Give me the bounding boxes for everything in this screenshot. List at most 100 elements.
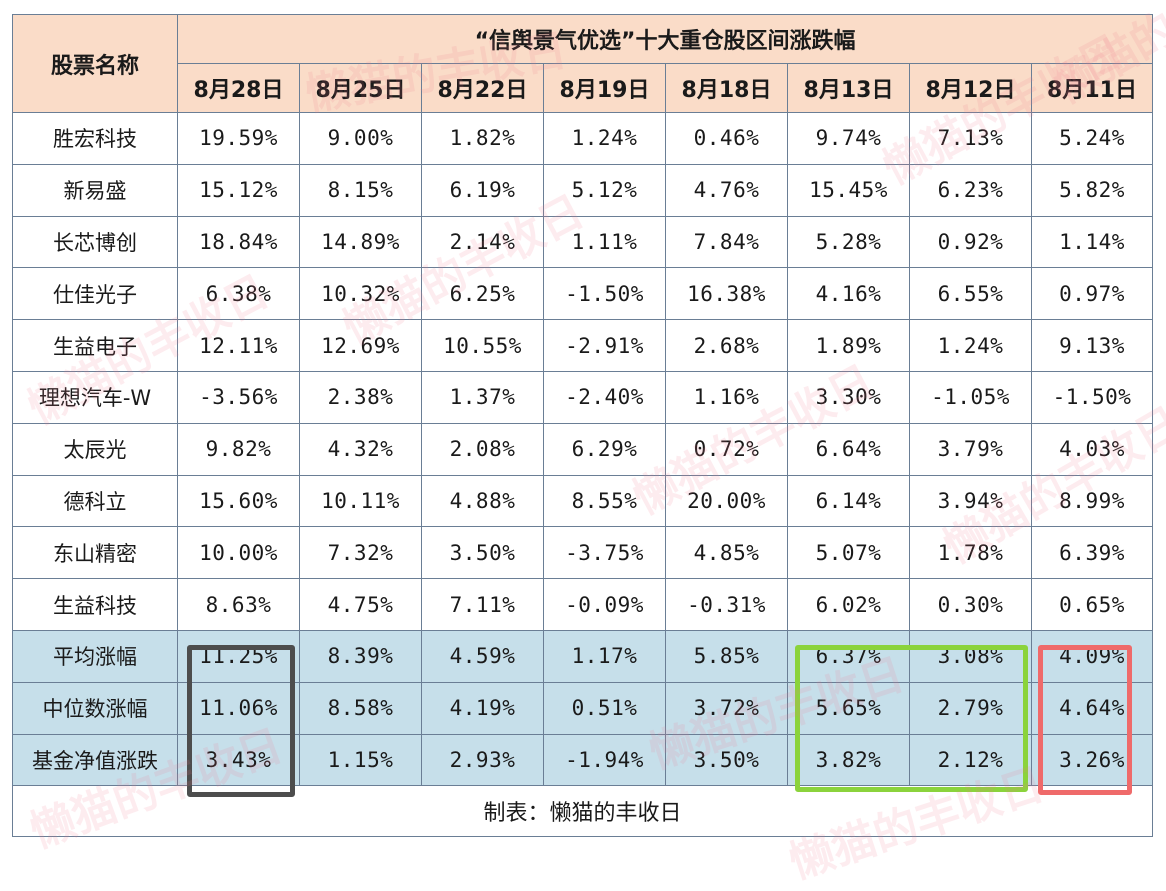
return-value-cell: 4.64% [1030, 681, 1154, 735]
return-value-cell: 15.60% [177, 474, 300, 528]
return-value-cell: 8.39% [299, 629, 422, 683]
return-value-cell: 6.23% [909, 163, 1032, 217]
return-value-cell: 9.13% [1030, 319, 1154, 372]
return-value-cell: -1.50% [1030, 370, 1154, 424]
return-value-cell: 7.84% [665, 215, 788, 269]
return-value-cell: 1.78% [909, 526, 1032, 580]
return-value-cell: 10.00% [177, 526, 300, 580]
stock-name-cell: 德科立 [12, 474, 178, 528]
table-row: 东山精密 10.00% 7.32% 3.50% -3.75% 4.85% 5.07% 1.78… [12, 526, 1154, 580]
return-value-cell: -0.31% [665, 578, 788, 631]
return-value-cell: 1.89% [787, 319, 910, 372]
table-row: 新易盛 15.12% 8.15% 6.19% 5.12% 4.76% 15.45% 6.23%… [12, 163, 1154, 217]
return-value-cell: 0.65% [1030, 578, 1154, 631]
stock-name-cell: 生益科技 [12, 578, 178, 631]
date-header: 8月22日 [421, 63, 544, 113]
return-value-cell: 8.99% [1030, 474, 1154, 528]
date-header: 8月19日 [543, 63, 666, 113]
return-value-cell: 1.37% [421, 370, 544, 424]
return-value-cell: 3.72% [665, 681, 788, 735]
return-value-cell: 2.14% [421, 215, 544, 269]
return-value-cell: 9.74% [787, 112, 910, 165]
return-value-cell: 6.02% [787, 578, 910, 631]
summary-row: 平均涨幅 11.25% 8.39% 4.59% 1.17% 5.85% 6.37% 3.08%… [12, 629, 1154, 683]
return-value-cell: 4.16% [787, 267, 910, 321]
return-value-cell: 3.82% [787, 733, 910, 787]
return-value-cell: 4.19% [421, 681, 544, 735]
return-value-cell: 3.43% [177, 733, 300, 787]
return-value-cell: 10.55% [421, 319, 544, 372]
return-value-cell: 6.39% [1030, 526, 1154, 580]
return-value-cell: 12.11% [177, 319, 300, 372]
return-value-cell: 14.89% [299, 215, 422, 269]
return-value-cell: 5.12% [543, 163, 666, 217]
return-value-cell: 5.28% [787, 215, 910, 269]
return-value-cell: -2.40% [543, 370, 666, 424]
table-row: 太辰光 9.82% 4.32% 2.08% 6.29% 0.72% 6.64% 3.79% 4.… [12, 422, 1154, 476]
return-value-cell: 3.08% [909, 629, 1032, 683]
summary-row: 中位数涨幅 11.06% 8.58% 4.19% 0.51% 3.72% 5.65% 2.79… [12, 681, 1154, 735]
table-title: “信舆景气优选”十大重仓股区间涨跌幅 [176, 14, 1154, 64]
date-header: 8月18日 [665, 63, 788, 113]
return-value-cell: -3.75% [543, 526, 666, 580]
return-value-cell: -2.91% [543, 319, 666, 372]
table-row: 理想汽车-W -3.56% 2.38% 1.37% -2.40% 1.16% 3.30% -1… [12, 370, 1154, 424]
table-row: 生益电子 12.11% 12.69% 10.55% -2.91% 2.68% 1.89% 1.… [12, 319, 1154, 372]
table-row: 生益科技 8.63% 4.75% 7.11% -0.09% -0.31% 6.02% 0.30… [12, 578, 1154, 631]
return-value-cell: 3.50% [665, 733, 788, 787]
return-value-cell: 1.11% [543, 215, 666, 269]
return-value-cell: 2.68% [665, 319, 788, 372]
return-value-cell: 8.63% [177, 578, 300, 631]
return-value-cell: 0.46% [665, 112, 788, 165]
return-value-cell: 5.65% [787, 681, 910, 735]
return-value-cell: 1.24% [909, 319, 1032, 372]
return-value-cell: 12.69% [299, 319, 422, 372]
stock-name-cell: 基金净值涨跌 [12, 733, 178, 787]
return-value-cell: 11.25% [177, 629, 300, 683]
stock-name-cell: 中位数涨幅 [12, 681, 178, 735]
return-value-cell: 8.58% [299, 681, 422, 735]
table-footer-credit: 制表：懒猫的丰收日 [11, 785, 1154, 838]
return-value-cell: -0.09% [543, 578, 666, 631]
return-value-cell: 5.24% [1030, 112, 1154, 165]
return-value-cell: 7.32% [299, 526, 422, 580]
return-value-cell: 7.11% [421, 578, 544, 631]
return-value-cell: 16.38% [665, 267, 788, 321]
return-value-cell: 0.30% [909, 578, 1032, 631]
return-value-cell: 2.08% [421, 422, 544, 476]
return-value-cell: 6.55% [909, 267, 1032, 321]
return-value-cell: 1.24% [543, 112, 666, 165]
return-value-cell: 5.07% [787, 526, 910, 580]
return-value-cell: 10.11% [299, 474, 422, 528]
stock-name-cell: 太辰光 [12, 422, 178, 476]
return-value-cell: -1.50% [543, 267, 666, 321]
return-value-cell: 7.13% [909, 112, 1032, 165]
return-value-cell: 11.06% [177, 681, 300, 735]
return-value-cell: 4.59% [421, 629, 544, 683]
return-value-cell: 20.00% [665, 474, 788, 528]
stock-table-figure: 股票名称 “信舆景气优选”十大重仓股区间涨跌幅 8月28日 8月25日 8月22日 8… [11, 14, 1154, 846]
return-value-cell: 3.50% [421, 526, 544, 580]
table-row: 仕佳光子 6.38% 10.32% 6.25% -1.50% 16.38% 4.16% 6.5… [12, 267, 1154, 321]
return-value-cell: 5.82% [1030, 163, 1154, 217]
holdings-return-table: 股票名称 “信舆景气优选”十大重仓股区间涨跌幅 8月28日 8月25日 8月22日 8… [11, 14, 1154, 838]
stock-name-cell: 新易盛 [12, 163, 178, 217]
return-value-cell: 1.82% [421, 112, 544, 165]
return-value-cell: 8.55% [543, 474, 666, 528]
stock-name-cell: 理想汽车-W [12, 370, 178, 424]
return-value-cell: 9.00% [299, 112, 422, 165]
return-value-cell: 1.16% [665, 370, 788, 424]
return-value-cell: -1.05% [909, 370, 1032, 424]
return-value-cell: 19.59% [177, 112, 300, 165]
return-value-cell: 6.29% [543, 422, 666, 476]
return-value-cell: 6.19% [421, 163, 544, 217]
return-value-cell: 2.79% [909, 681, 1032, 735]
return-value-cell: 4.09% [1030, 629, 1154, 683]
return-value-cell: -3.56% [177, 370, 300, 424]
date-header: 8月13日 [787, 63, 910, 113]
return-value-cell: 0.92% [909, 215, 1032, 269]
return-value-cell: 3.94% [909, 474, 1032, 528]
return-value-cell: 1.15% [299, 733, 422, 787]
table-row: 长芯博创 18.84% 14.89% 2.14% 1.11% 7.84% 5.28% 0.92… [12, 215, 1154, 269]
table-row: 德科立 15.60% 10.11% 4.88% 8.55% 20.00% 6.14% 3.94… [12, 474, 1154, 528]
